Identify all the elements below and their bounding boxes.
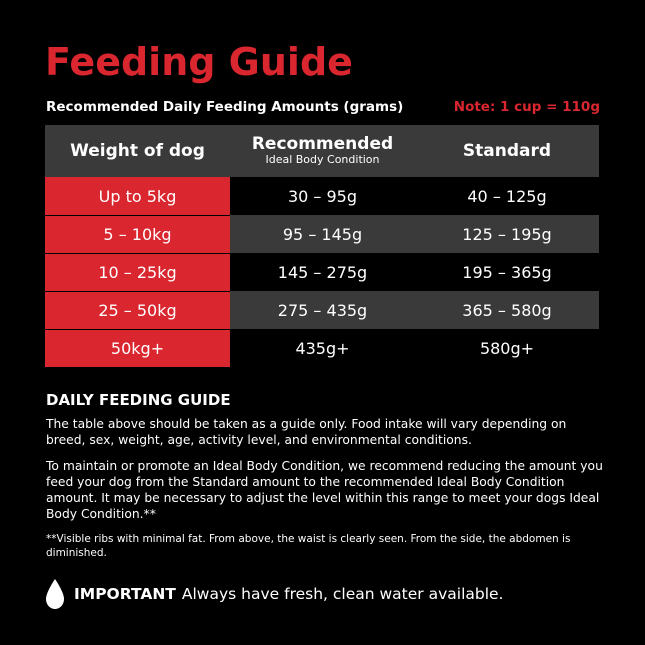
important-text: Always have fresh, clean water available… <box>181 585 504 603</box>
table-row: 25 – 50kg 275 – 435g 365 – 580g <box>45 291 599 329</box>
header-weight: Weight of dog <box>70 141 205 161</box>
weight-cell: 5 – 10kg <box>45 215 230 253</box>
daily-feeding-guide-heading: DAILY FEEDING GUIDE <box>46 391 231 409</box>
standard-cell: 195 – 365g <box>462 262 552 282</box>
recommended-cell: 435g+ <box>295 338 350 358</box>
table-row: 50kg+ 435g+ 580g+ <box>45 329 599 367</box>
weight-cell: 10 – 25kg <box>45 253 230 291</box>
weight-cell: Up to 5kg <box>45 177 230 215</box>
page-title: Feeding Guide <box>45 40 353 84</box>
table-subheading: Recommended Daily Feeding Amounts (grams… <box>46 99 404 115</box>
recommended-cell: 145 – 275g <box>277 262 368 282</box>
guide-paragraph-2: To maintain or promote an Ideal Body Con… <box>46 459 603 521</box>
recommended-cell: 30 – 95g <box>287 186 358 206</box>
table-header-row: Weight of dog Recommended Ideal Body Con… <box>45 125 599 177</box>
feeding-table: Weight of dog Recommended Ideal Body Con… <box>45 125 599 367</box>
weight-cell: 25 – 50kg <box>45 291 230 329</box>
recommended-cell: 95 – 145g <box>282 224 363 244</box>
guide-paragraph-1: The table above should be taken as a gui… <box>46 417 567 447</box>
standard-cell: 365 – 580g <box>462 300 552 320</box>
header-standard: Standard <box>462 141 552 161</box>
table-row: Up to 5kg 30 – 95g 40 – 125g <box>45 177 599 215</box>
header-recommended: Recommended Ideal Body Condition <box>230 125 415 177</box>
standard-cell: 125 – 195g <box>462 224 552 244</box>
standard-cell: 580g+ <box>479 338 535 358</box>
standard-cell: 40 – 125g <box>467 186 547 206</box>
header-recommended-label: Recommended <box>251 133 394 154</box>
header-recommended-sub: Ideal Body Condition <box>265 152 380 166</box>
important-notice: IMPORTANT Always have fresh, clean water… <box>44 578 503 610</box>
body-condition-footnote: **Visible ribs with minimal fat. From ab… <box>46 533 571 559</box>
weight-cell: 50kg+ <box>45 329 230 367</box>
important-label: IMPORTANT <box>74 585 176 603</box>
water-drop-icon <box>46 579 64 609</box>
table-row: 10 – 25kg 145 – 275g 195 – 365g <box>45 253 599 291</box>
cup-conversion-note: Note: 1 cup = 110g <box>453 99 600 115</box>
recommended-cell: 275 – 435g <box>277 300 368 320</box>
table-row: 5 – 10kg 95 – 145g 125 – 195g <box>45 215 599 253</box>
